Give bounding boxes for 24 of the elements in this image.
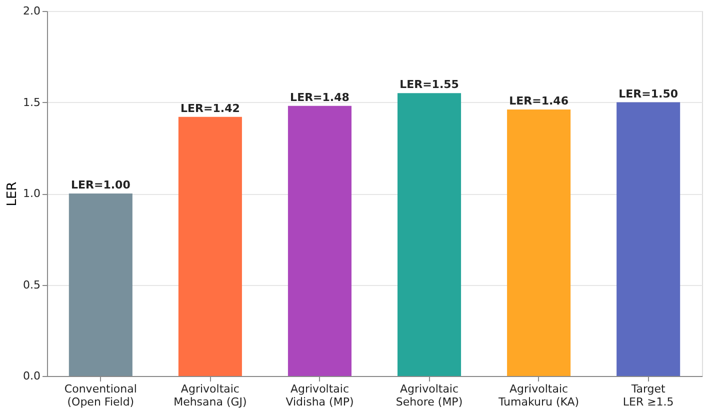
- bar: [178, 116, 242, 376]
- y-tick-label: 0.5: [23, 278, 40, 292]
- x-tick-label: Target LER ≥1.5: [622, 382, 674, 408]
- bar: [398, 93, 462, 376]
- data-label: LER=1.00: [70, 178, 131, 192]
- data-label: LER=1.55: [400, 78, 459, 92]
- data-label: LER=1.42: [180, 102, 240, 115]
- bar: [616, 102, 680, 376]
- x-tick-label: Agrivoltaic Mehsana (GJ): [174, 382, 247, 408]
- bar: [507, 110, 571, 376]
- y-axis-title: LER: [5, 182, 20, 206]
- y-tick-label: 2.0: [23, 4, 40, 18]
- data-label: LER=1.48: [290, 90, 350, 104]
- x-tick-label: Agrivoltaic Tumakuru (KA): [497, 382, 580, 408]
- x-tick-label: Agrivoltaic Sehore (MP): [396, 382, 463, 408]
- x-tick-label: Agrivoltaic Vidisha (MP): [286, 382, 354, 408]
- bar: [288, 106, 352, 376]
- x-tick-label: Conventional (Open Field): [64, 382, 137, 408]
- y-tick-label: 1.0: [23, 187, 40, 200]
- y-tick-label: 1.5: [23, 96, 40, 109]
- bar: [68, 194, 132, 376]
- data-label: LER=1.50: [618, 87, 678, 100]
- y-tick-label: 0.0: [23, 370, 40, 382]
- data-label: LER=1.46: [509, 94, 569, 108]
